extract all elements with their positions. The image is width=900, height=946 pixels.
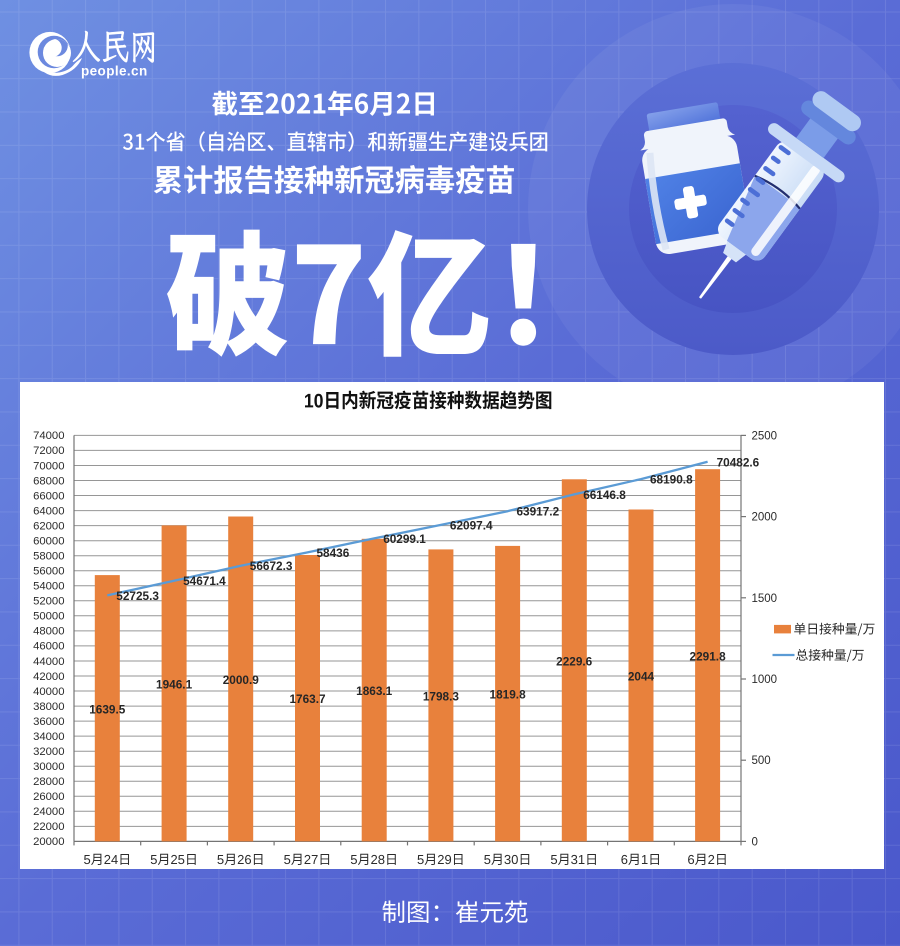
svg-text:1819.8: 1819.8 bbox=[490, 688, 527, 702]
svg-text:40000: 40000 bbox=[33, 686, 64, 698]
svg-text:500: 500 bbox=[752, 755, 771, 767]
svg-text:1500: 1500 bbox=[752, 593, 778, 605]
svg-text:22000: 22000 bbox=[33, 821, 64, 833]
svg-text:64000: 64000 bbox=[33, 505, 64, 517]
svg-text:34000: 34000 bbox=[33, 731, 64, 743]
svg-text:62097.4: 62097.4 bbox=[450, 518, 493, 532]
svg-text:68190.8: 68190.8 bbox=[650, 473, 693, 487]
svg-text:2291.8: 2291.8 bbox=[690, 649, 727, 663]
svg-text:1798.3: 1798.3 bbox=[423, 689, 460, 703]
svg-text:36000: 36000 bbox=[33, 716, 64, 728]
svg-text:54000: 54000 bbox=[33, 581, 64, 593]
svg-text:56000: 56000 bbox=[33, 566, 64, 578]
svg-text:58000: 58000 bbox=[33, 551, 64, 563]
svg-text:people.cn: people.cn bbox=[81, 63, 148, 78]
svg-text:58436: 58436 bbox=[317, 546, 350, 560]
svg-text:0: 0 bbox=[752, 836, 758, 848]
svg-text:60000: 60000 bbox=[33, 536, 64, 548]
svg-text:68000: 68000 bbox=[33, 475, 64, 487]
svg-text:24000: 24000 bbox=[33, 806, 64, 818]
svg-text:72000: 72000 bbox=[33, 445, 64, 457]
svg-text:1639.5: 1639.5 bbox=[89, 702, 126, 716]
svg-text:1000: 1000 bbox=[752, 674, 778, 686]
svg-text:74000: 74000 bbox=[33, 430, 64, 442]
svg-text:70482.6: 70482.6 bbox=[717, 455, 760, 469]
svg-text:54671.4: 54671.4 bbox=[183, 574, 226, 588]
svg-text:42000: 42000 bbox=[33, 671, 64, 683]
svg-text:56672.3: 56672.3 bbox=[250, 559, 293, 573]
svg-text:1863.1: 1863.1 bbox=[356, 684, 393, 698]
svg-text:44000: 44000 bbox=[33, 656, 64, 668]
svg-text:66000: 66000 bbox=[33, 490, 64, 502]
svg-text:1763.7: 1763.7 bbox=[289, 692, 326, 706]
svg-text:38000: 38000 bbox=[33, 701, 64, 713]
svg-text:20000: 20000 bbox=[33, 836, 64, 848]
svg-text:30000: 30000 bbox=[33, 761, 64, 773]
svg-text:52000: 52000 bbox=[33, 596, 64, 608]
svg-text:63917.2: 63917.2 bbox=[517, 505, 560, 519]
svg-text:2000: 2000 bbox=[752, 512, 778, 524]
svg-text:32000: 32000 bbox=[33, 746, 64, 758]
svg-text:46000: 46000 bbox=[33, 641, 64, 653]
svg-text:70000: 70000 bbox=[33, 460, 64, 472]
svg-text:48000: 48000 bbox=[33, 626, 64, 638]
svg-text:2229.6: 2229.6 bbox=[556, 654, 593, 668]
svg-text:50000: 50000 bbox=[33, 611, 64, 623]
svg-text:2000.9: 2000.9 bbox=[223, 673, 260, 687]
svg-text:1946.1: 1946.1 bbox=[156, 677, 193, 691]
svg-text:26000: 26000 bbox=[33, 791, 64, 803]
svg-text:66146.8: 66146.8 bbox=[583, 488, 626, 502]
svg-text:2044: 2044 bbox=[628, 669, 655, 683]
svg-text:62000: 62000 bbox=[33, 520, 64, 532]
svg-text:60299.1: 60299.1 bbox=[383, 532, 426, 546]
svg-text:2500: 2500 bbox=[752, 430, 778, 442]
svg-text:52725.3: 52725.3 bbox=[116, 589, 159, 603]
svg-text:28000: 28000 bbox=[33, 776, 64, 788]
